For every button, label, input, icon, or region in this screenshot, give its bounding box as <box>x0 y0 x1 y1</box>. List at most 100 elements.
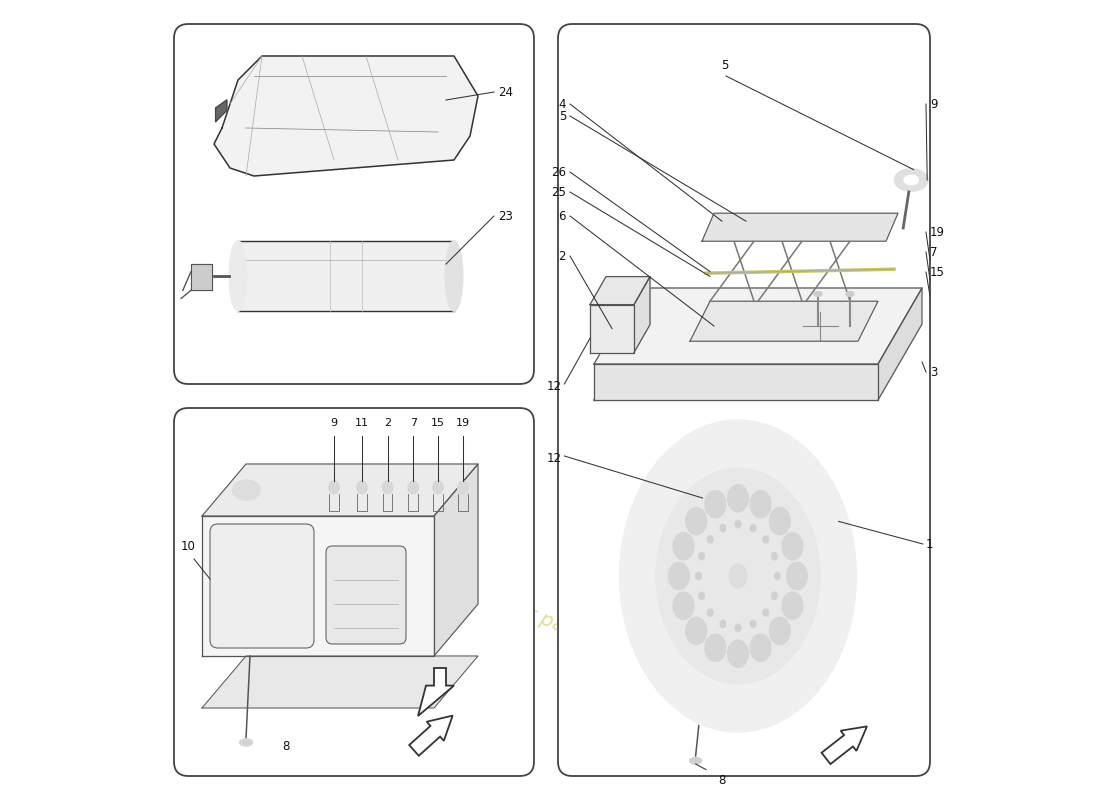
Polygon shape <box>594 364 878 400</box>
Ellipse shape <box>769 618 790 645</box>
Ellipse shape <box>690 758 702 764</box>
Ellipse shape <box>727 485 748 512</box>
Text: 15: 15 <box>431 418 446 428</box>
Text: 2: 2 <box>384 418 392 428</box>
Ellipse shape <box>232 480 261 500</box>
Polygon shape <box>409 716 452 756</box>
Ellipse shape <box>771 592 778 599</box>
Ellipse shape <box>771 553 778 560</box>
Ellipse shape <box>698 553 704 560</box>
Ellipse shape <box>720 525 726 532</box>
Ellipse shape <box>894 169 928 191</box>
Text: 4: 4 <box>559 98 566 110</box>
Ellipse shape <box>786 562 807 590</box>
Polygon shape <box>702 213 898 242</box>
Text: 11: 11 <box>355 418 368 428</box>
Ellipse shape <box>707 536 713 543</box>
Ellipse shape <box>782 533 803 560</box>
FancyBboxPatch shape <box>558 24 930 776</box>
Ellipse shape <box>750 525 756 532</box>
Text: a passion for parts since '85: a passion for parts since '85 <box>410 558 681 682</box>
Ellipse shape <box>669 562 690 590</box>
Text: 19: 19 <box>455 418 470 428</box>
Ellipse shape <box>698 592 704 599</box>
Polygon shape <box>202 464 478 516</box>
Polygon shape <box>634 277 650 353</box>
Ellipse shape <box>673 592 694 619</box>
Polygon shape <box>594 288 922 364</box>
Ellipse shape <box>782 592 803 619</box>
FancyBboxPatch shape <box>174 24 534 384</box>
Ellipse shape <box>727 640 748 667</box>
Ellipse shape <box>432 481 443 494</box>
Text: 10: 10 <box>182 539 196 553</box>
Text: e: e <box>674 430 802 610</box>
Ellipse shape <box>705 634 726 662</box>
Ellipse shape <box>240 739 252 746</box>
Ellipse shape <box>446 241 463 311</box>
Polygon shape <box>822 726 867 764</box>
Ellipse shape <box>750 634 771 662</box>
Ellipse shape <box>707 609 713 616</box>
Text: 15: 15 <box>930 266 945 278</box>
Text: 9: 9 <box>930 98 937 110</box>
Ellipse shape <box>229 241 246 311</box>
Ellipse shape <box>673 533 694 560</box>
Text: 23: 23 <box>498 210 513 222</box>
Text: e: e <box>283 502 409 682</box>
Ellipse shape <box>750 490 771 518</box>
Ellipse shape <box>458 481 468 494</box>
Ellipse shape <box>846 291 854 296</box>
Ellipse shape <box>686 618 706 645</box>
Ellipse shape <box>329 481 339 494</box>
Polygon shape <box>594 324 922 400</box>
Text: 19: 19 <box>930 226 945 238</box>
Ellipse shape <box>769 507 790 534</box>
Text: 25: 25 <box>551 186 566 198</box>
Text: 3: 3 <box>930 366 937 378</box>
Ellipse shape <box>814 291 822 296</box>
Polygon shape <box>878 288 922 400</box>
Ellipse shape <box>735 624 740 631</box>
FancyBboxPatch shape <box>326 546 406 644</box>
Text: 7: 7 <box>409 418 417 428</box>
Text: 26: 26 <box>551 166 566 178</box>
Polygon shape <box>690 301 878 341</box>
Polygon shape <box>434 464 478 656</box>
Text: 5: 5 <box>720 59 728 72</box>
Text: 1: 1 <box>926 538 934 550</box>
Text: 8: 8 <box>282 740 289 753</box>
Polygon shape <box>202 656 478 708</box>
Text: 24: 24 <box>498 86 513 98</box>
Ellipse shape <box>383 481 393 494</box>
FancyBboxPatch shape <box>174 408 534 776</box>
FancyBboxPatch shape <box>210 524 313 648</box>
Text: 6: 6 <box>559 210 566 222</box>
Ellipse shape <box>763 536 769 543</box>
Text: 7: 7 <box>930 246 937 258</box>
Ellipse shape <box>750 620 756 627</box>
Polygon shape <box>238 241 454 311</box>
Ellipse shape <box>705 490 726 518</box>
Polygon shape <box>418 668 454 716</box>
Ellipse shape <box>774 573 780 579</box>
Ellipse shape <box>720 620 726 627</box>
Polygon shape <box>190 264 211 290</box>
Ellipse shape <box>763 609 769 616</box>
Ellipse shape <box>656 468 820 684</box>
Text: 9: 9 <box>330 418 338 428</box>
Text: 2: 2 <box>559 250 566 262</box>
Polygon shape <box>216 100 227 122</box>
Ellipse shape <box>408 481 418 494</box>
Ellipse shape <box>904 175 918 185</box>
Text: 5: 5 <box>559 110 566 122</box>
Ellipse shape <box>619 420 857 732</box>
Ellipse shape <box>686 507 706 534</box>
Polygon shape <box>202 516 434 656</box>
Text: 12: 12 <box>547 452 561 465</box>
Polygon shape <box>214 56 478 176</box>
Ellipse shape <box>356 481 367 494</box>
Ellipse shape <box>696 573 702 579</box>
Text: 12: 12 <box>547 380 561 393</box>
Polygon shape <box>590 305 634 353</box>
